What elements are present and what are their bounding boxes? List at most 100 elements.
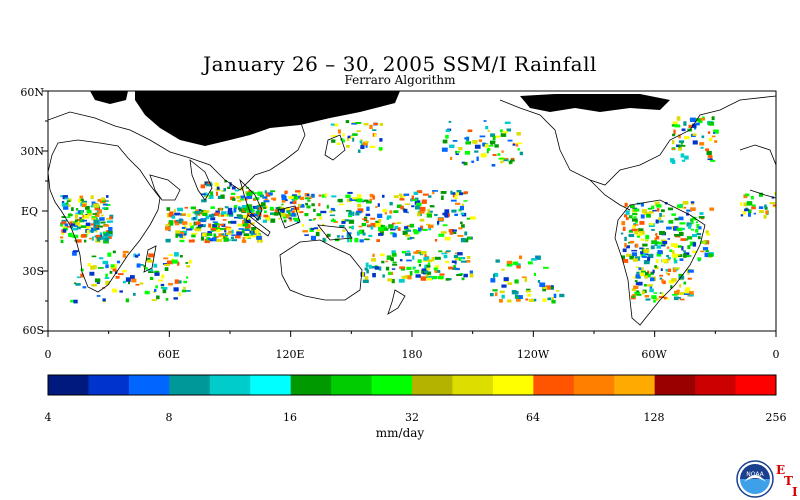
rain-cell <box>311 203 315 207</box>
lat-label-60s: 60S <box>22 324 44 337</box>
rain-cell <box>537 280 541 283</box>
rain-cell <box>656 204 662 208</box>
rain-cell <box>649 222 654 226</box>
rain-cell <box>193 228 199 231</box>
rain-cell <box>255 211 260 215</box>
rain-cell <box>651 205 655 210</box>
rain-cell <box>750 196 754 200</box>
rain-cell <box>78 210 83 215</box>
rain-cell <box>107 234 113 237</box>
rain-cell <box>90 227 94 232</box>
rain-cell <box>501 150 504 153</box>
rain-cell <box>706 233 711 236</box>
rain-cell <box>75 208 79 211</box>
rain-cell <box>361 200 364 203</box>
rain-cell <box>764 206 768 210</box>
rain-cell <box>339 224 345 228</box>
rain-cell <box>687 236 693 240</box>
africa-coastline <box>48 139 161 293</box>
rain-cell <box>75 212 79 215</box>
rain-cell <box>375 206 378 208</box>
rain-cell <box>216 191 218 196</box>
rain-cell <box>73 282 77 284</box>
rain-cell <box>763 214 767 219</box>
rain-cell <box>454 194 458 200</box>
rain-cell <box>629 255 635 260</box>
rain-cell <box>341 220 346 224</box>
rain-cell <box>645 272 649 276</box>
rain-cell <box>484 144 489 148</box>
rain-cell <box>682 227 685 230</box>
rain-cell <box>292 199 297 205</box>
rain-cell <box>748 212 751 217</box>
rain-cell <box>253 213 258 217</box>
rain-cell <box>195 221 201 225</box>
rain-cell <box>657 250 663 255</box>
rain-cell <box>79 217 82 219</box>
rain-cell <box>490 278 496 283</box>
rain-cell <box>243 218 247 222</box>
rain-cell <box>448 229 454 233</box>
rain-cell <box>631 218 638 222</box>
rain-cell <box>241 205 247 208</box>
rain-cell <box>95 278 101 283</box>
rain-cell <box>68 198 72 202</box>
rain-cell <box>350 136 353 139</box>
rain-cell <box>293 206 300 211</box>
rain-cell <box>356 130 361 132</box>
rain-cell <box>210 217 216 221</box>
rain-cell <box>318 194 322 197</box>
rain-cell <box>96 295 101 297</box>
rain-cell <box>354 237 359 243</box>
rain-cell <box>139 264 144 266</box>
rain-cell <box>379 224 385 229</box>
rain-cell <box>516 132 521 136</box>
rain-cell <box>263 210 267 214</box>
rain-cell <box>414 200 421 205</box>
rain-cell <box>164 267 169 271</box>
rain-cell <box>202 234 206 237</box>
rain-cell <box>355 122 362 124</box>
rain-cell <box>70 299 75 303</box>
rain-cell <box>214 182 219 187</box>
rain-cell <box>390 271 394 275</box>
rain-cell <box>636 233 643 236</box>
rain-cell <box>348 219 355 224</box>
rain-cell <box>679 258 684 261</box>
rain-cell <box>105 273 108 278</box>
rain-cell <box>379 253 385 257</box>
rain-cell <box>434 214 438 217</box>
rain-cell <box>244 229 250 231</box>
rain-cell <box>543 266 549 269</box>
rain-cell <box>492 154 497 156</box>
rain-cell <box>219 227 225 230</box>
rain-cell <box>651 240 657 245</box>
rain-cell <box>122 250 129 254</box>
rain-cell <box>464 238 469 243</box>
rain-cell <box>491 164 496 167</box>
rain-cell <box>440 231 447 234</box>
rain-cell <box>622 259 629 263</box>
rain-cell <box>632 295 636 299</box>
rain-cell <box>521 276 527 278</box>
rain-cell <box>347 191 353 194</box>
rain-cell <box>389 201 393 206</box>
rain-cell <box>431 276 438 280</box>
rain-cell <box>640 202 644 207</box>
rain-cell <box>622 248 627 253</box>
rain-cell <box>658 296 665 299</box>
rain-cell <box>78 224 82 227</box>
rain-cell <box>424 267 430 271</box>
rain-cell <box>652 209 657 212</box>
rain-cell <box>444 214 449 217</box>
lat-label-eq: EQ <box>20 205 38 218</box>
rain-cell <box>162 288 167 294</box>
rain-cell <box>210 191 214 196</box>
rain-cell <box>247 229 253 232</box>
rain-cell <box>511 290 517 295</box>
rain-cell <box>205 183 212 187</box>
lat-label-30n: 30N <box>20 145 44 158</box>
rain-cell <box>698 226 702 230</box>
rain-cell <box>214 212 220 216</box>
rain-cell <box>106 195 109 198</box>
